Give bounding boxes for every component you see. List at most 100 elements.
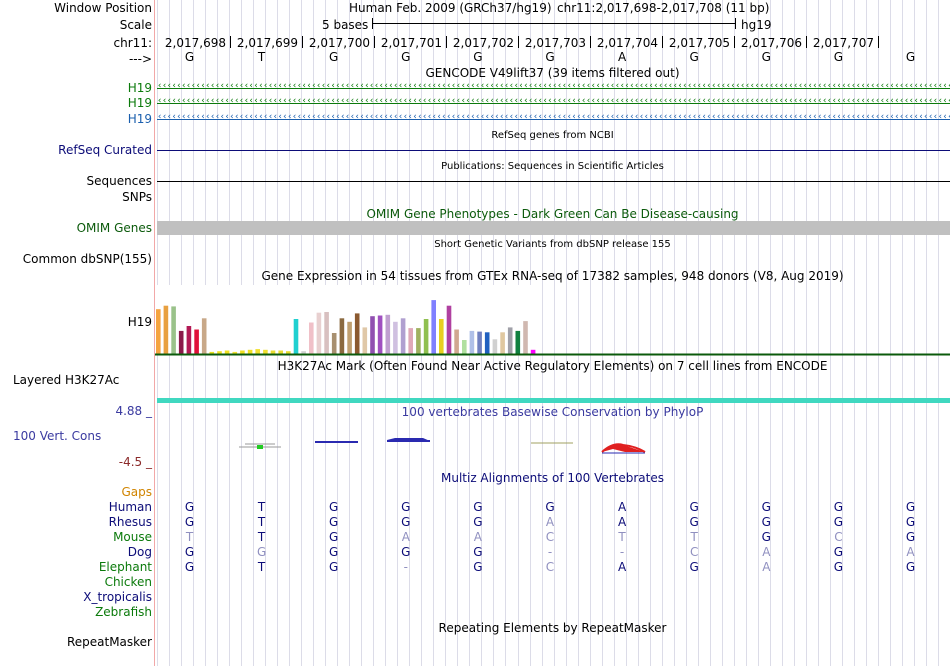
common-dbsnp-label[interactable]: Common dbSNP(155) (22, 252, 152, 266)
reference-base: G (761, 50, 771, 64)
gtex-tissue-bar[interactable] (462, 340, 467, 354)
gtex-tissue-bar[interactable] (423, 319, 429, 354)
gtex-tissue-bar[interactable] (377, 315, 383, 355)
gencode-h19-label[interactable]: H19 (127, 96, 152, 110)
gtex-tissue-bar[interactable] (316, 312, 322, 354)
gtex-tissue-bar[interactable] (454, 329, 459, 355)
gtex-tissue-bar[interactable] (408, 328, 413, 354)
gtex-tissue-bar[interactable] (209, 351, 215, 354)
coordinate-tick-label: 2,017,706 (740, 36, 802, 50)
h3k27ac-signal[interactable] (157, 398, 950, 403)
gtex-tissue-bar[interactable] (301, 351, 306, 354)
gtex-tissue-bar[interactable] (263, 349, 268, 354)
gtex-tissue-bar[interactable] (201, 318, 207, 354)
gtex-tissue-bar[interactable] (492, 339, 498, 354)
gencode-h19-transcript[interactable]: ‹‹‹‹‹‹‹‹‹‹‹‹‹‹‹‹‹‹‹‹‹‹‹‹‹‹‹‹‹‹‹‹‹‹‹‹‹‹‹‹… (157, 114, 950, 124)
species-label-zebrafish[interactable]: Zebrafish (95, 605, 152, 619)
layered-h3k27ac-label[interactable]: Layered H3K27Ac (13, 373, 120, 387)
snps-label[interactable]: SNPs (122, 190, 152, 204)
gtex-tissue-bar[interactable] (507, 327, 513, 354)
gencode-track-title: GENCODE V49lift37 (39 items filtered out… (425, 66, 680, 80)
gtex-tissue-bar[interactable] (309, 322, 314, 355)
alignment-base: T (185, 530, 194, 544)
gtex-tissue-bar[interactable] (163, 305, 169, 354)
gtex-tissue-bar[interactable] (477, 331, 482, 354)
species-label-mouse[interactable]: Mouse (113, 530, 152, 544)
gtex-tissue-bar[interactable] (530, 349, 536, 354)
gtex-tissue-bar[interactable] (194, 329, 199, 355)
gtex-tissue-bar[interactable] (400, 318, 406, 354)
gencode-h19-label[interactable]: H19 (127, 81, 152, 95)
gtex-tissue-bar[interactable] (324, 312, 329, 354)
gtex-tissue-bar[interactable] (416, 328, 421, 354)
gtex-tissue-bar[interactable] (484, 332, 490, 354)
gencode-h19-label[interactable]: H19 (127, 112, 152, 126)
gtex-tissue-bar[interactable] (469, 330, 475, 354)
repeatmasker-label[interactable]: RepeatMasker (66, 635, 152, 649)
species-label-elephant[interactable]: Elephant (98, 560, 152, 574)
gtex-tissue-bar[interactable] (331, 333, 337, 354)
species-label-human[interactable]: Human (108, 500, 152, 514)
gtex-tissue-bar[interactable] (500, 332, 505, 354)
gtex-tissue-bar[interactable] (156, 309, 161, 354)
alignment-base: C (545, 530, 555, 544)
coordinate-tick (446, 36, 447, 48)
alignment-base: C (689, 545, 699, 559)
gtex-tissue-bar[interactable] (270, 350, 276, 355)
gtex-tissue-bar[interactable] (293, 319, 299, 354)
gtex-tissue-bar[interactable] (354, 313, 360, 354)
gtex-tissue-bar[interactable] (347, 321, 352, 354)
gtex-tissue-bar[interactable] (393, 321, 398, 354)
coordinate-tick-label: 2,017,707 (812, 36, 874, 50)
gtex-tissue-bar[interactable] (178, 330, 184, 354)
gtex-tissue-bar[interactable] (286, 351, 291, 354)
alignment-base: - (403, 560, 408, 574)
gtex-tissue-bar[interactable] (232, 351, 238, 354)
alignment-base: G (833, 515, 844, 529)
gtex-tissue-bar[interactable] (171, 306, 176, 354)
reference-base: A (617, 50, 627, 64)
species-label-rhesus[interactable]: Rhesus (108, 515, 152, 529)
gtex-tissue-bar[interactable] (255, 349, 260, 354)
alignment-base: G (329, 530, 339, 544)
sequences-label[interactable]: Sequences (86, 174, 152, 188)
reference-base: G (833, 50, 844, 64)
gencode-h19-transcript[interactable]: ‹‹‹‹‹‹‹‹‹‹‹‹‹‹‹‹‹‹‹‹‹‹‹‹‹‹‹‹‹‹‹‹‹‹‹‹‹‹‹‹… (157, 98, 950, 108)
gtex-bar-chart (155, 300, 950, 356)
gtex-h19-label[interactable]: H19 (127, 315, 152, 329)
gtex-tissue-bar[interactable] (385, 314, 391, 354)
species-label-chicken[interactable]: Chicken (104, 575, 152, 589)
gtex-tissue-bar[interactable] (186, 326, 192, 354)
gtex-tissue-bar[interactable] (523, 321, 528, 354)
species-label-x_tropicalis[interactable]: X_tropicalis (83, 590, 152, 604)
coordinate-tick (302, 36, 303, 48)
phylop-track-label[interactable]: 100 Vert. Cons (13, 429, 102, 443)
alignment-base: A (906, 545, 915, 559)
alignment-base: G (401, 515, 411, 529)
gtex-tissue-bar[interactable] (515, 330, 521, 354)
refseq-curated-label[interactable]: RefSeq Curated (58, 143, 152, 157)
omim-phenotype-bar[interactable] (157, 221, 950, 235)
gaps-label[interactable]: Gaps (121, 485, 152, 499)
gtex-tissue-bar[interactable] (339, 318, 345, 354)
gencode-h19-transcript[interactable]: ‹‹‹‹‹‹‹‹‹‹‹‹‹‹‹‹‹‹‹‹‹‹‹‹‹‹‹‹‹‹‹‹‹‹‹‹‹‹‹‹… (157, 83, 950, 93)
alignment-base: T (618, 530, 626, 544)
alignment-base: T (690, 530, 698, 544)
alignment-base: G (905, 500, 916, 514)
gtex-tissue-bar[interactable] (370, 316, 375, 354)
gtex-tissue-bar[interactable] (217, 351, 222, 354)
gtex-tissue-bar[interactable] (224, 350, 230, 355)
position-readout: chr11:2,017,698-2,017,708 (11 bp) (557, 1, 770, 15)
gtex-tissue-bar[interactable] (446, 305, 452, 354)
refseq-gene-line[interactable] (157, 150, 950, 151)
alignment-base: G (184, 515, 195, 529)
gtex-tissue-bar[interactable] (240, 350, 245, 355)
gtex-tissue-bar[interactable] (362, 327, 368, 354)
gtex-tissue-bar[interactable] (431, 300, 436, 354)
gtex-tissue-bar[interactable] (247, 349, 253, 354)
omim-genes-label[interactable]: OMIM Genes (76, 221, 152, 235)
species-label-dog[interactable]: Dog (127, 545, 152, 559)
gtex-tissue-bar[interactable] (439, 319, 444, 354)
publications-sequence-line[interactable] (157, 181, 950, 182)
gtex-tissue-bar[interactable] (278, 350, 283, 355)
